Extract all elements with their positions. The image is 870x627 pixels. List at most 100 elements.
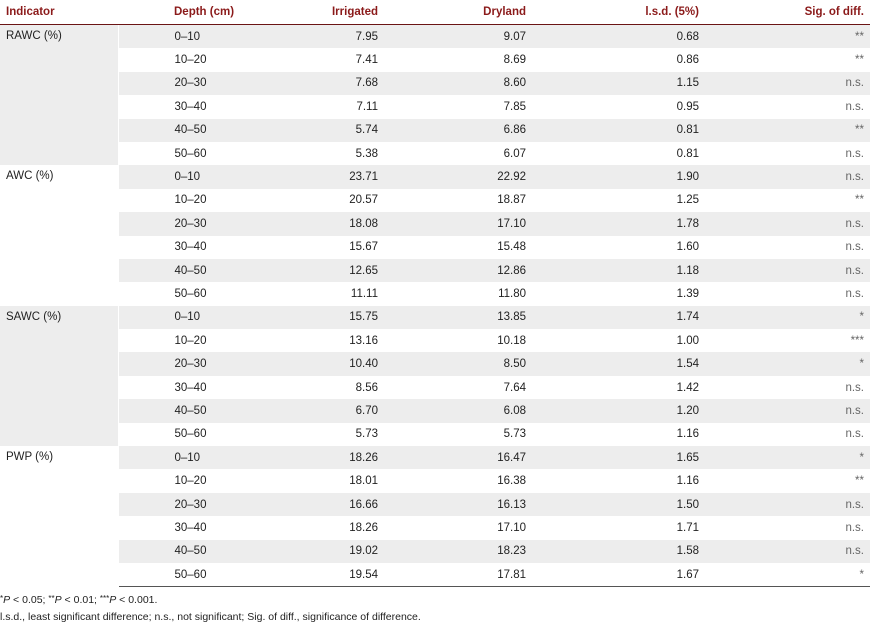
lsd-cell: 1.20	[550, 399, 705, 423]
header-dryland: Dryland	[400, 0, 550, 25]
table-row: 50–60 11.11 11.80 1.39 n.s.	[0, 282, 870, 305]
lsd-cell: 1.25	[676, 194, 699, 207]
lsd-cell: 1.71	[676, 521, 699, 534]
footnote-abbreviations: l.s.d., least significant difference; n.…	[0, 611, 421, 623]
dryland-cell: 16.13	[400, 492, 550, 517]
irrigated-cell: 23.71	[238, 165, 400, 189]
table-body: RAWC (%) 0–10 7.95 9.07 0.68 ** 10–20 7.41 8.69 0…	[0, 24, 870, 588]
lsd-cell: 1.54	[550, 352, 705, 376]
header-irrigated: Irrigated	[238, 0, 400, 25]
significance-cell: n.s.	[845, 428, 864, 441]
lsd-cell: 1.00	[676, 334, 699, 347]
depth-cell: 0–10	[118, 305, 238, 330]
lsd-cell: 1.18	[550, 258, 705, 283]
dryland-cell: 6.86	[400, 118, 550, 142]
significance-cell: *	[705, 562, 870, 588]
irrigated-cell: 5.73	[355, 428, 378, 441]
table-row: SAWC (%) 0–10 15.75 13.85 1.74 *	[0, 305, 870, 447]
table-row: 40–50 19.02 18.23 1.58 n.s.	[0, 539, 870, 563]
lsd-cell: 1.60	[676, 241, 699, 254]
dryland-cell: 16.47	[400, 446, 550, 470]
table-row: 20–30 10.40 8.50 1.54 *	[0, 352, 870, 376]
dryland-cell: 7.64	[503, 381, 526, 394]
footnote-text-1: < 0.05;	[10, 594, 49, 606]
irrigated-cell: 15.75	[238, 305, 400, 330]
dryland-cell: 5.73	[503, 428, 526, 441]
table-row: PWP (%) 0–10 18.26 16.47 1.65 *	[0, 446, 870, 587]
irrigated-cell: 7.41	[355, 54, 378, 67]
table-row: 30–40 8.56 7.64 1.42 n.s.	[0, 376, 870, 399]
irrigated-cell: 7.68	[238, 71, 400, 96]
depth-cell: 40–50	[118, 118, 238, 142]
depth-cell: 20–30	[118, 492, 238, 517]
dryland-cell: 6.08	[400, 399, 550, 423]
irrigated-cell: 13.16	[349, 334, 378, 347]
depth-cell: 20–30	[118, 212, 238, 236]
indicator-cell: SAWC (%)	[0, 305, 119, 447]
table-row: 10–20 7.41 8.69 0.86 **	[0, 48, 870, 71]
dryland-cell: 8.60	[400, 71, 550, 96]
irrigated-cell: 7.11	[356, 100, 378, 113]
table-row: AWC (%) 0–10 23.71 22.92 1.90 n.s.	[0, 165, 870, 306]
table-row: 30–40 18.26 17.10 1.71 n.s.	[0, 516, 870, 539]
irrigated-cell: 10.40	[238, 352, 400, 376]
significance-cell: **	[855, 194, 864, 207]
depth-cell: 0–10	[118, 165, 238, 189]
irrigated-cell: 18.26	[349, 521, 378, 534]
depth-cell: 40–50	[118, 539, 238, 563]
significance-cell: n.s.	[705, 539, 870, 563]
depth-cell: 20–30	[118, 71, 238, 96]
table-row: 40–50 12.65 12.86 1.18 n.s.	[0, 258, 870, 283]
lsd-cell: 1.50	[550, 492, 705, 517]
dryland-cell: 22.92	[400, 165, 550, 189]
footnote-p-2: P	[54, 594, 62, 606]
dryland-cell: 12.86	[400, 258, 550, 283]
irrigated-cell: 19.54	[238, 562, 400, 588]
significance-cell: n.s.	[705, 212, 870, 236]
table-row: 10–20 13.16 10.18 1.00 ***	[0, 329, 870, 352]
depth-cell: 0–10	[118, 446, 238, 470]
significance-cell: n.s.	[705, 258, 870, 283]
irrigated-cell: 12.65	[238, 258, 400, 283]
table-header: Indicator Depth (cm) Irrigated Dryland l…	[0, 0, 870, 25]
dryland-cell: 8.50	[400, 352, 550, 376]
dryland-cell: 11.80	[498, 287, 526, 300]
dryland-cell: 6.07	[503, 147, 526, 160]
table-row: 10–20 20.57 18.87 1.25 **	[0, 189, 870, 212]
significance-cell: n.s.	[705, 71, 870, 96]
table-row: 40–50 6.70 6.08 1.20 n.s.	[0, 399, 870, 423]
lsd-cell: 1.67	[550, 562, 705, 588]
significance-cell: n.s.	[705, 399, 870, 423]
significance-cell: **	[705, 24, 870, 49]
depth-cell: 40–50	[118, 258, 238, 283]
irrigated-cell: 15.67	[349, 241, 378, 254]
table-row: RAWC (%) 0–10 7.95 9.07 0.68 **	[0, 24, 870, 166]
lsd-cell: 0.81	[676, 147, 699, 160]
table-row: 30–40 7.11 7.85 0.95 n.s.	[0, 95, 870, 118]
footnote-p-3: P	[109, 594, 117, 606]
irrigated-cell: 6.70	[238, 399, 400, 423]
dryland-cell: 10.18	[497, 334, 526, 347]
significance-cell: n.s.	[705, 165, 870, 189]
indicator-cell: AWC (%)	[0, 165, 119, 306]
indicator-cell: RAWC (%)	[0, 24, 119, 166]
depth-cell: 10–20	[174, 194, 207, 207]
depth-cell: 10–20	[174, 475, 207, 488]
lsd-cell: 0.86	[676, 54, 699, 67]
indicator-cell: PWP (%)	[0, 446, 119, 587]
depth-cell: 30–40	[174, 241, 207, 254]
significance-cell: n.s.	[845, 287, 864, 300]
significance-cell: n.s.	[845, 147, 864, 160]
irrigated-cell: 11.11	[350, 287, 378, 300]
header-row: Indicator Depth (cm) Irrigated Dryland l…	[0, 0, 870, 25]
header-significance: Sig. of diff.	[705, 0, 870, 25]
depth-cell: 30–40	[174, 521, 207, 534]
depth-cell: 50–60	[174, 428, 207, 441]
depth-cell: 20–30	[118, 352, 238, 376]
lsd-cell: 1.74	[550, 305, 705, 330]
lsd-cell: 0.95	[676, 100, 699, 113]
significance-cell: n.s.	[845, 241, 864, 254]
footnote-text-3: < 0.001.	[116, 594, 158, 606]
significance-cell: n.s.	[845, 100, 864, 113]
lsd-cell: 0.68	[550, 24, 705, 49]
